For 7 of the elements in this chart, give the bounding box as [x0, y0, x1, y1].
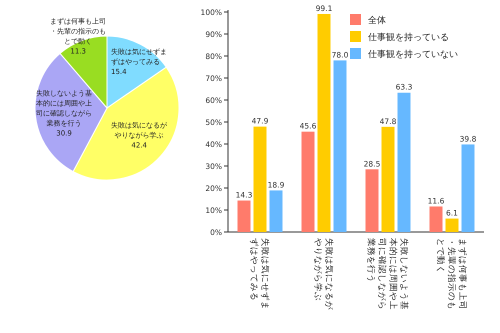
x-tick-label: 失敗は気になるがやりながら学ぶ	[312, 238, 334, 310]
x-tick-label: 失敗は気にせずまずはやってみる	[248, 238, 270, 310]
legend-label: 全体	[368, 15, 386, 26]
legend-label: 仕事観を持っていない	[368, 49, 458, 60]
x-tick-label: 失敗しないよう基本的には周囲や上司に確認しながら業務を行う	[366, 238, 408, 310]
x-tick-label: まずは何事も上司・先輩の指示のもとで動く	[435, 238, 467, 310]
legend-label: 仕事観を持っている	[368, 32, 449, 43]
